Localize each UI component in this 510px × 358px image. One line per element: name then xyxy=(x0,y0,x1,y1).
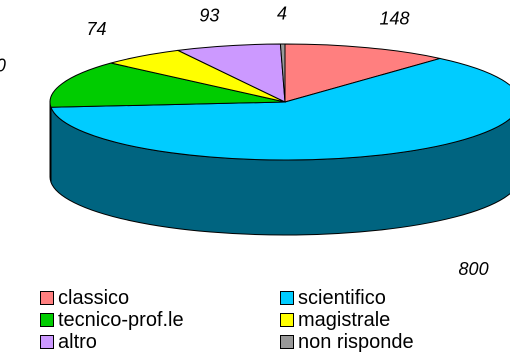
pie-data-labels: 148 800 170 74 93 4 xyxy=(0,3,489,279)
legend-swatch xyxy=(280,313,294,327)
legend-label: non risponde xyxy=(298,331,414,353)
data-label-magistrale: 74 xyxy=(86,19,106,39)
legend-item-classico: classico xyxy=(40,287,280,309)
pie-slice-tecnico-prof-le xyxy=(49,62,286,108)
legend-item-magistrale: magistrale xyxy=(280,309,510,331)
legend-label: classico xyxy=(58,287,130,309)
legend-swatch xyxy=(40,313,54,327)
pie-side-tecnico-prof-le xyxy=(49,101,52,183)
legend-item-tecnico-prof: tecnico-prof.le xyxy=(40,309,280,331)
legend-item-altro: altro xyxy=(40,331,280,353)
legend-item-scientifico: scientifico xyxy=(280,287,510,309)
data-label-non-risponde: 4 xyxy=(277,3,287,23)
pie-slice-non-risponde xyxy=(279,43,286,103)
legend: classico scientifico tecnico-prof.le mag… xyxy=(40,287,510,353)
legend-swatch xyxy=(280,335,294,349)
legend-swatch xyxy=(40,291,54,305)
legend-label: tecnico-prof.le xyxy=(58,309,184,331)
data-label-tecnico-prof-le: 170 xyxy=(0,56,6,76)
legend-label: magistrale xyxy=(298,309,391,331)
pie-slice-scientifico xyxy=(50,57,510,161)
legend-swatch xyxy=(280,291,294,305)
data-label-classico: 148 xyxy=(379,8,409,28)
legend-item-non-risponde: non risponde xyxy=(280,331,510,353)
pie-slices xyxy=(49,43,510,161)
data-label-altro: 93 xyxy=(199,6,219,26)
legend-label: altro xyxy=(58,331,97,353)
pie-slice-altro xyxy=(176,43,286,103)
data-label-scientifico: 800 xyxy=(459,259,489,279)
legend-label: scientifico xyxy=(298,287,386,309)
pie-slice-classico xyxy=(284,43,441,103)
legend-swatch xyxy=(40,335,54,349)
